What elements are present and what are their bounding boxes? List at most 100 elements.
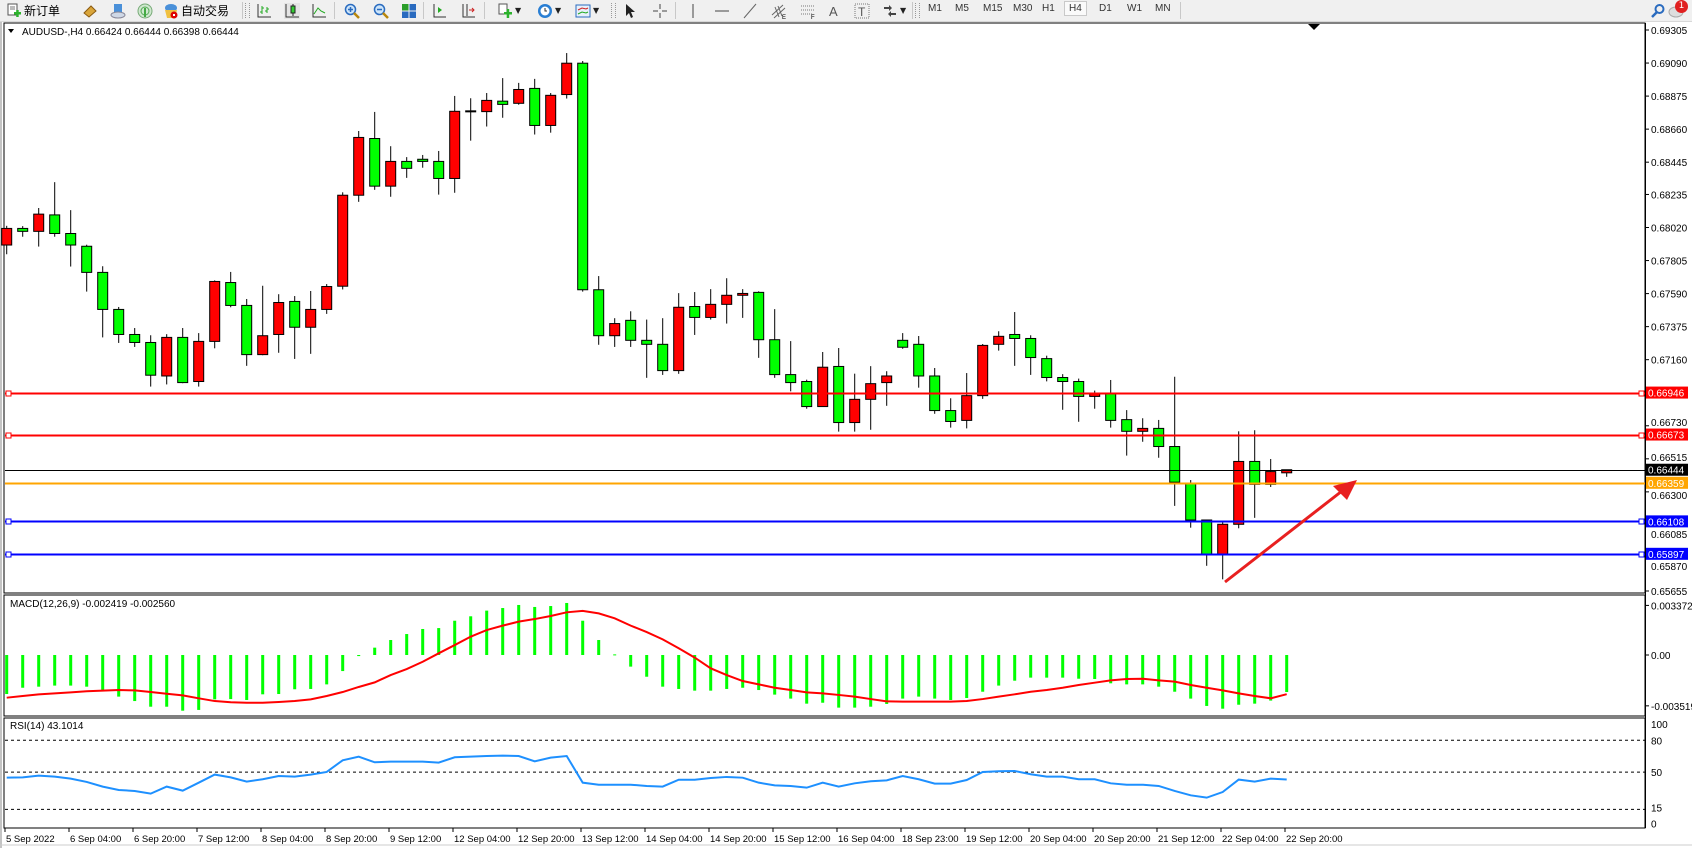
vertical-line-icon[interactable] bbox=[685, 3, 701, 19]
period-d1[interactable]: D1 bbox=[1099, 3, 1112, 14]
period-h1[interactable]: H1 bbox=[1042, 3, 1055, 14]
price-level-tag-text: 0.66444 bbox=[1648, 466, 1685, 477]
macd-histogram-bar bbox=[1157, 655, 1161, 687]
line-anchor-handle[interactable] bbox=[5, 551, 12, 558]
new-chart-button[interactable]: ▼ bbox=[497, 1, 521, 20]
line-anchor-handle[interactable] bbox=[5, 390, 12, 397]
macd-histogram-bar bbox=[389, 640, 393, 655]
trend-arrow-head-icon[interactable] bbox=[1333, 480, 1357, 500]
horizontal-line-icon[interactable] bbox=[714, 3, 730, 19]
rsi-indicator bbox=[5, 739, 1645, 810]
macd-histogram-bar bbox=[277, 655, 281, 695]
candle-body bbox=[897, 339, 909, 348]
period-h4[interactable]: H4 bbox=[1064, 1, 1087, 16]
line-chart-icon[interactable] bbox=[311, 3, 327, 19]
auto-scroll-icon[interactable] bbox=[460, 3, 476, 19]
candle bbox=[1009, 312, 1021, 366]
candle-body bbox=[1057, 377, 1069, 383]
candle bbox=[177, 328, 189, 384]
metaeditor-icon[interactable] bbox=[82, 3, 98, 19]
price-axis-label: 0.67375 bbox=[1651, 323, 1688, 334]
period-m30[interactable]: M30 bbox=[1013, 3, 1033, 14]
macd-histogram-bar bbox=[1077, 655, 1081, 679]
period-mn[interactable]: MN bbox=[1155, 3, 1171, 14]
arrows-button[interactable]: ▼ bbox=[882, 1, 906, 20]
period-m5[interactable]: M5 bbox=[955, 3, 969, 14]
candle bbox=[337, 192, 349, 290]
text-icon[interactable]: A bbox=[826, 3, 842, 19]
price-axis-label: 0.68445 bbox=[1651, 158, 1688, 169]
line-anchor-handle[interactable] bbox=[1638, 390, 1645, 397]
macd-histogram-bar bbox=[885, 655, 889, 704]
macd-histogram-bar bbox=[149, 655, 153, 707]
navigator-icon[interactable] bbox=[110, 3, 126, 19]
time-axis-label: 18 Sep 23:00 bbox=[902, 834, 959, 845]
trend-arrow-line[interactable] bbox=[1224, 489, 1343, 584]
market-watch-icon[interactable] bbox=[137, 3, 153, 19]
line-anchor-handle[interactable] bbox=[5, 432, 12, 439]
candle bbox=[193, 333, 205, 387]
macd-histogram-bar bbox=[661, 655, 665, 687]
candle bbox=[609, 318, 621, 347]
candle-body bbox=[113, 308, 125, 335]
price-axis-label: 0.69090 bbox=[1651, 59, 1688, 70]
autotrading-icon bbox=[165, 3, 178, 18]
text-label-icon[interactable]: T bbox=[854, 3, 870, 19]
line-anchor-handle[interactable] bbox=[5, 518, 12, 525]
trendline-icon[interactable] bbox=[742, 3, 758, 19]
price-level-tag bbox=[1646, 386, 1688, 399]
time-axis-label: 21 Sep 12:00 bbox=[1158, 834, 1215, 845]
macd-histogram-bar bbox=[757, 655, 761, 691]
candle-body bbox=[737, 292, 749, 296]
templates-button[interactable]: ▼ bbox=[575, 1, 599, 20]
periods-button[interactable]: ▼ bbox=[537, 1, 561, 20]
crosshair-icon[interactable] bbox=[652, 3, 668, 19]
line-anchor-handle[interactable] bbox=[1638, 551, 1645, 558]
rsi-axis-label: 0 bbox=[1651, 819, 1657, 830]
candle-body bbox=[1217, 523, 1229, 556]
price-axis-label: 0.68660 bbox=[1651, 125, 1688, 136]
macd-histogram-bar bbox=[693, 655, 697, 691]
chart-shift-icon[interactable] bbox=[431, 3, 447, 19]
line-anchor-handle[interactable] bbox=[1638, 432, 1645, 439]
candle bbox=[209, 280, 221, 349]
macd-histogram-bar bbox=[1029, 655, 1033, 678]
autotrading-button[interactable]: 自动交易 bbox=[163, 1, 229, 20]
candle-body bbox=[1025, 337, 1037, 359]
chart-canvas[interactable]: 0.69305 0.69090 0.68875 0.68660 0.68445 0.682… bbox=[0, 22, 1692, 848]
candle bbox=[1025, 335, 1037, 375]
chat-button[interactable]: 1 bbox=[1668, 0, 1690, 21]
candle-body bbox=[657, 343, 669, 372]
chevron-down-icon: ▼ bbox=[900, 6, 907, 15]
chart-window[interactable]: 0.69305 0.69090 0.68875 0.68660 0.68445 0.682… bbox=[0, 22, 1692, 848]
tile-windows-icon[interactable] bbox=[401, 3, 417, 19]
chart-shift-marker[interactable] bbox=[1308, 24, 1320, 30]
fibonacci-icon[interactable]: F bbox=[800, 3, 816, 19]
arrows-icon bbox=[884, 4, 896, 17]
candlestick-icon[interactable] bbox=[284, 3, 300, 19]
candle bbox=[81, 244, 93, 292]
time-axis-label: 6 Sep 20:00 bbox=[134, 834, 185, 845]
chart-header: AUDUSD-,H4 0.66424 0.66444 0.66398 0.664… bbox=[22, 27, 239, 38]
rsi-line bbox=[6, 754, 1287, 799]
bar-chart-icon[interactable] bbox=[256, 3, 272, 19]
macd-histogram-bar bbox=[1285, 655, 1289, 693]
candle-body bbox=[17, 227, 29, 232]
cursor-icon[interactable] bbox=[622, 3, 638, 19]
zoom-in-icon[interactable] bbox=[344, 3, 360, 19]
candle bbox=[641, 319, 653, 378]
time-axis-label: 6 Sep 04:00 bbox=[70, 834, 121, 845]
period-m15[interactable]: M15 bbox=[983, 3, 1003, 14]
period-w1[interactable]: W1 bbox=[1127, 3, 1142, 14]
search-icon[interactable] bbox=[1650, 3, 1666, 19]
macd-histogram-bar bbox=[53, 655, 57, 686]
new-order-button[interactable]: 新订单 bbox=[6, 1, 60, 20]
svg-text:F: F bbox=[811, 15, 815, 19]
candle bbox=[1073, 378, 1085, 422]
line-anchor-handle[interactable] bbox=[1638, 518, 1645, 525]
equidistant-channel-icon[interactable]: E bbox=[771, 3, 787, 19]
zoom-out-icon[interactable] bbox=[373, 3, 389, 19]
period-m1[interactable]: M1 bbox=[928, 3, 942, 14]
collapse-triangle-icon[interactable] bbox=[8, 29, 14, 33]
price-level-tag-text: 0.66946 bbox=[1648, 389, 1685, 400]
